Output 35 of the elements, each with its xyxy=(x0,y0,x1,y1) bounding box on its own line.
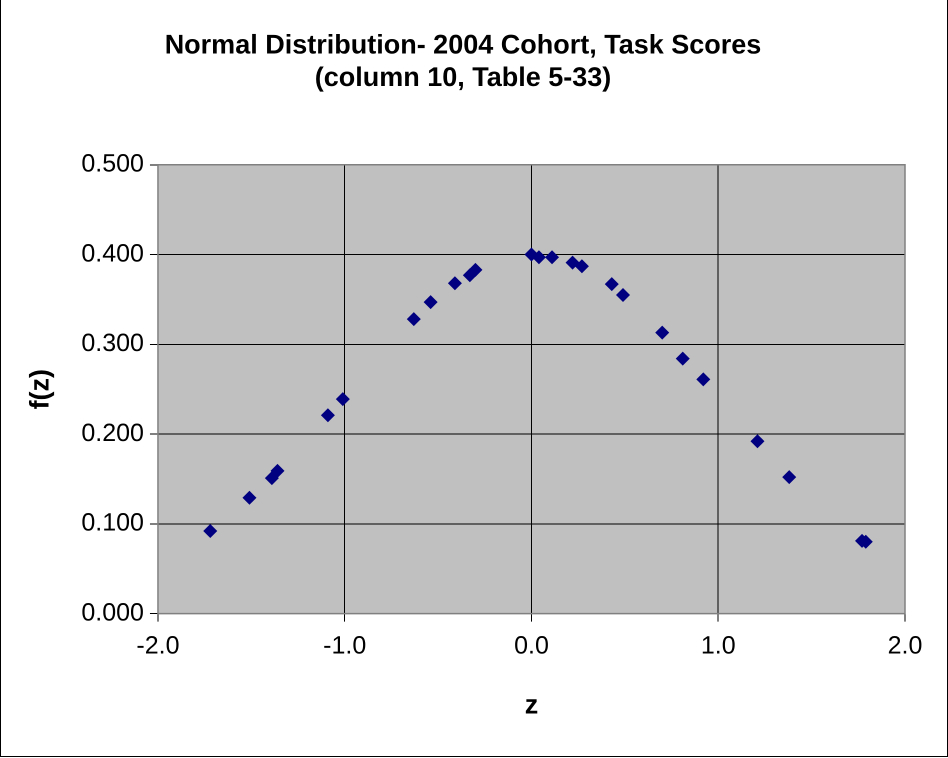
x-tick-label: 2.0 xyxy=(888,631,922,660)
x-tick-label: -2.0 xyxy=(136,631,180,660)
point xyxy=(424,295,438,310)
point xyxy=(750,434,764,448)
y-tick-label: 0.300 xyxy=(81,329,144,358)
point xyxy=(782,470,796,484)
point xyxy=(448,276,462,290)
y-tick-label: 0.000 xyxy=(81,598,144,626)
x-tick-label: -1.0 xyxy=(323,631,366,660)
y-axis-title: f(z) xyxy=(24,368,55,410)
point xyxy=(406,312,421,326)
point xyxy=(336,392,350,406)
point xyxy=(616,288,630,302)
point xyxy=(655,326,670,340)
point xyxy=(696,372,710,386)
y-tick-label: 0.200 xyxy=(81,418,144,447)
point xyxy=(320,408,335,422)
point xyxy=(545,250,560,264)
x-tick-label: 0.0 xyxy=(514,631,549,660)
point xyxy=(203,524,218,538)
point xyxy=(532,250,546,264)
y-tick-label: 0.100 xyxy=(81,508,144,537)
x-axis-title: z xyxy=(524,689,538,720)
point xyxy=(270,464,284,478)
point xyxy=(468,262,482,277)
point xyxy=(264,471,279,486)
point xyxy=(676,352,690,366)
x-tick-label: 1.0 xyxy=(700,631,736,660)
point xyxy=(242,490,256,505)
point xyxy=(566,256,580,270)
point xyxy=(604,277,619,292)
y-tick-label: 0.500 xyxy=(81,150,144,178)
point xyxy=(574,259,589,274)
y-tick-label: 0.400 xyxy=(81,239,144,268)
chart-title: Normal Distribution- 2004 Cohort, Task Scores (column 10, Table 5-33) xyxy=(164,30,762,92)
